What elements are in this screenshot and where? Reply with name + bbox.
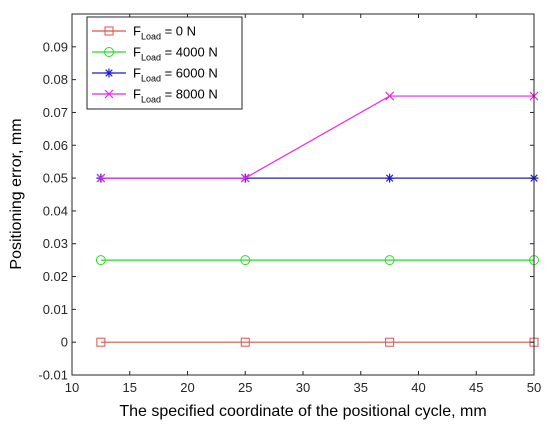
x-tick-label: 15: [123, 380, 137, 395]
y-tick-label: 0.07: [43, 105, 68, 120]
x-tick-label: 40: [411, 380, 425, 395]
legend-item: FLoad = 0 N: [92, 24, 196, 42]
legend-item: FLoad = 8000 N: [92, 87, 218, 105]
marker-square: [96, 337, 106, 347]
data-point: [95, 255, 106, 266]
series-0: [96, 337, 539, 347]
x-tick-label: 30: [296, 380, 310, 395]
y-tick-label: 0.06: [43, 138, 68, 153]
y-tick-label: 0.02: [43, 269, 68, 284]
x-tick-label: 10: [65, 380, 79, 395]
marker-x: [96, 173, 106, 183]
y-tick-label: 0.09: [43, 39, 68, 54]
legend-item: FLoad = 4000 N: [92, 45, 218, 63]
data-point: [385, 337, 395, 347]
legend-swatch-marker: [104, 26, 114, 36]
y-tick-label: -0.01: [38, 368, 68, 383]
marker-circle: [384, 255, 395, 266]
series-layer: [95, 91, 539, 347]
marker-square: [240, 337, 250, 347]
data-point: [240, 255, 251, 266]
legend-label: FLoad = 0 N: [133, 24, 196, 42]
legend-swatch-marker: [104, 89, 114, 99]
y-tick-label: 0.05: [43, 171, 68, 186]
x-tick-label: 45: [469, 380, 483, 395]
data-point: [96, 173, 106, 183]
marker-circle: [240, 255, 251, 266]
x-tick-label: 50: [527, 380, 541, 395]
marker-square: [385, 337, 395, 347]
data-point: [384, 255, 395, 266]
data-point: [385, 173, 395, 183]
legend: FLoad = 0 N FLoad = 4000 N FLoad = 6000 N F…: [86, 16, 243, 110]
legend-label: FLoad = 4000 N: [133, 45, 218, 63]
y-tick-label: 0.08: [43, 72, 68, 87]
legend-item: FLoad = 6000 N: [92, 66, 218, 84]
marker-x: [385, 91, 395, 101]
y-axis-title: Positioning error, mm: [8, 118, 25, 269]
tick-layer: 10 15 20 25 30 35 40 45 50 -0.01 0 0.01 0.02 0.03 0.04…: [38, 14, 541, 395]
x-tick-label: 25: [238, 380, 252, 395]
marker-asterisk: [104, 68, 114, 78]
marker-square: [104, 26, 114, 36]
y-tick-label: 0.03: [43, 236, 68, 251]
marker-circle: [95, 255, 106, 266]
series-1: [95, 255, 539, 266]
data-point: [240, 173, 250, 183]
marker-circle: [104, 47, 114, 57]
marker-asterisk: [385, 173, 395, 183]
data-point: [240, 337, 250, 347]
series-line: [100, 95, 534, 179]
legend-swatch-marker: [104, 68, 114, 78]
data-point: [96, 337, 106, 347]
legend-label: FLoad = 6000 N: [133, 66, 218, 84]
marker-x: [240, 173, 250, 183]
y-tick-label: 0.04: [43, 203, 68, 218]
y-tick-label: 0: [61, 335, 68, 350]
x-tick-label: 20: [180, 380, 194, 395]
x-axis-title: The specified coordinate of the position…: [119, 403, 486, 420]
marker-x: [104, 89, 114, 99]
x-tick-label: 35: [354, 380, 368, 395]
legend-label: FLoad = 8000 N: [133, 87, 218, 105]
y-tick-label: 0.01: [43, 302, 68, 317]
legend-swatch-marker: [104, 47, 114, 57]
data-point: [385, 91, 395, 101]
